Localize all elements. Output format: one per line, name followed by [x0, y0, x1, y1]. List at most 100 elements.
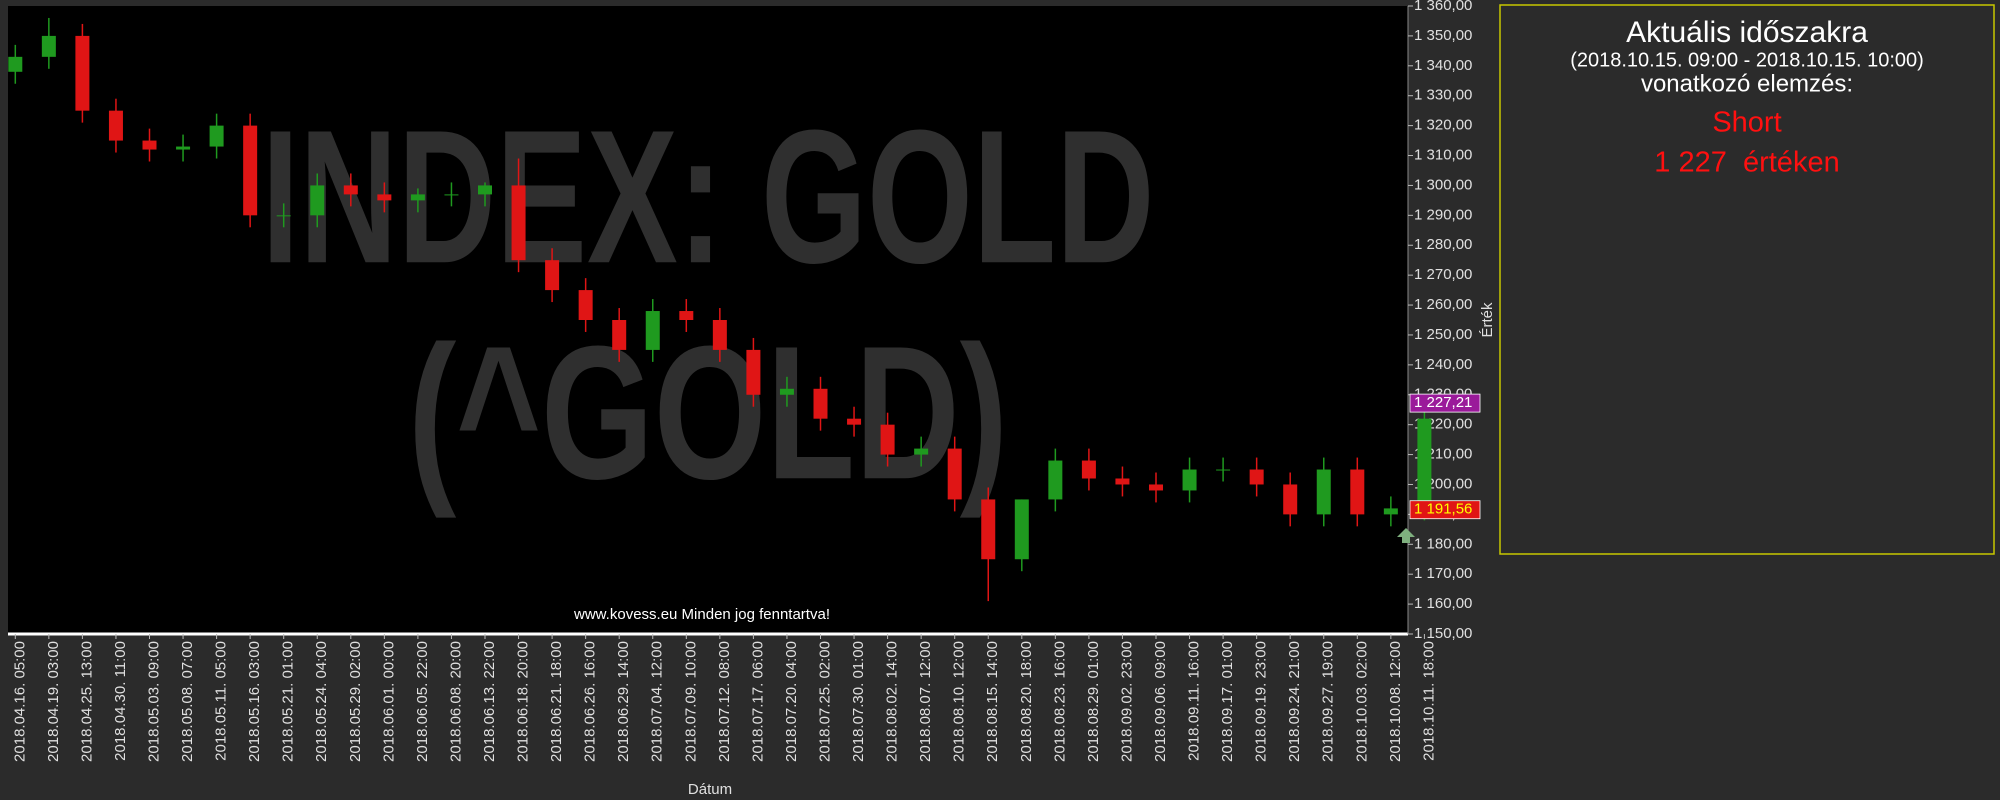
- x-tick-label: 2018.08.23. 16:00: [1051, 641, 1068, 762]
- x-tick-label: 2018.05.21. 01:00: [280, 641, 297, 762]
- candle-body: [243, 125, 258, 216]
- candle-body: [1283, 484, 1298, 515]
- copyright: www.kovess.eu Minden jog fenntartva!: [573, 606, 830, 623]
- candle-body: [511, 185, 526, 261]
- x-tick-label: 2018.05.03. 09:00: [145, 641, 162, 762]
- x-tick-label: 2018.07.04. 12:00: [649, 641, 666, 762]
- x-tick-label: 2018.05.11. 05:00: [213, 641, 230, 761]
- candle-body: [75, 35, 90, 111]
- y-tick-label: 1 150,00: [1414, 625, 1472, 642]
- candle-body: [1014, 499, 1029, 560]
- x-tick-label: 2018.05.29. 02:00: [347, 641, 364, 762]
- candle-body: [1149, 484, 1163, 491]
- price-tag: [1409, 500, 1481, 520]
- candle-body: [1316, 469, 1331, 515]
- panel-signal: Short: [1712, 107, 1781, 139]
- y-tick-label: 1 250,00: [1414, 326, 1472, 343]
- x-tick-label: 2018.10.08. 12:00: [1387, 641, 1404, 762]
- candle-body: [545, 260, 560, 291]
- candle-body: [746, 349, 761, 395]
- x-tick-label: 2018.07.30. 01:00: [850, 641, 867, 762]
- price-tag: [1409, 393, 1481, 413]
- candle-body: [444, 194, 459, 196]
- x-tick-label: 2018.07.09. 10:00: [682, 641, 699, 762]
- candle-body: [377, 194, 392, 201]
- x-tick-label: 2018.08.15. 14:00: [984, 641, 1001, 762]
- x-tick-label: 2018.06.13. 22:00: [481, 641, 498, 762]
- y-tick-label: 1 280,00: [1414, 236, 1472, 253]
- candle-body: [1383, 508, 1398, 515]
- x-tick-label: 2018.08.07. 12:00: [917, 641, 934, 762]
- y-tick-label: 1 290,00: [1414, 206, 1472, 223]
- y-tick-label: 1 320,00: [1414, 117, 1472, 134]
- y-tick-label: 1 300,00: [1414, 176, 1472, 193]
- candle-body: [8, 56, 23, 72]
- x-tick-label: 2018.09.02. 23:00: [1118, 641, 1135, 762]
- candle-body: [1182, 469, 1197, 491]
- x-tick-label: 2018.04.16. 05:00: [11, 641, 28, 762]
- candle-body: [612, 320, 627, 350]
- candle-body: [645, 311, 660, 350]
- candle-body: [1350, 469, 1365, 515]
- y-tick-label: 1 160,00: [1414, 595, 1472, 612]
- candle-body: [478, 185, 492, 195]
- x-axis-label: Dátum: [688, 781, 732, 798]
- plot-area: [8, 6, 1408, 634]
- candle-body: [1081, 460, 1096, 479]
- panel-frame: [1499, 4, 1995, 555]
- x-tick-label: 2018.09.27. 19:00: [1320, 641, 1337, 762]
- x-tick-label: 2018.06.26. 16:00: [582, 641, 599, 762]
- x-tick-label: 2018.07.25. 02:00: [816, 641, 833, 762]
- x-tick-label: 2018.05.24. 04:00: [313, 641, 330, 762]
- price-tag-label: 1 227,21: [1414, 394, 1472, 411]
- x-tick-label: 2018.06.05. 22:00: [414, 641, 431, 762]
- candle-body: [41, 35, 56, 57]
- x-tick-label: 2018.05.16. 03:00: [246, 641, 263, 762]
- x-tick-label: 2018.07.12. 08:00: [716, 641, 733, 762]
- candle-body: [142, 140, 157, 150]
- y-tick-label: 1 330,00: [1414, 87, 1472, 104]
- x-tick-label: 2018.07.20. 04:00: [783, 641, 800, 762]
- x-tick-label: 2018.06.01. 00:00: [380, 641, 397, 762]
- panel-level: 1 227 értéken: [1654, 147, 1839, 179]
- y-tick-label: 1 310,00: [1414, 146, 1472, 163]
- price-tag-label: 1 191,56: [1414, 501, 1472, 518]
- watermark: (^GOLD): [408, 307, 1008, 519]
- x-tick-label: 2018.06.18. 20:00: [515, 641, 532, 762]
- candle-body: [914, 448, 929, 455]
- candle-body: [176, 146, 191, 150]
- y-tick-label: 1 360,00: [1414, 0, 1472, 14]
- x-tick-label: 2018.06.21. 18:00: [548, 641, 565, 762]
- x-tick-label: 2018.08.20. 18:00: [1018, 641, 1035, 762]
- x-tick-label: 2018.08.10. 12:00: [951, 641, 968, 762]
- x-tick-label: 2018.10.11. 18:00: [1420, 641, 1437, 761]
- x-tick-label: 2018.06.29. 14:00: [615, 641, 632, 762]
- candle-body: [779, 388, 794, 395]
- candle-body: [880, 424, 895, 455]
- candle-body: [712, 320, 727, 350]
- signal-arrow: [1397, 528, 1415, 543]
- candle-body: [813, 388, 828, 419]
- candle-body: [1216, 469, 1231, 471]
- candle-body: [1417, 418, 1432, 509]
- y-axis-label: Érték: [1479, 302, 1496, 338]
- x-tick-label: 2018.09.06. 09:00: [1152, 641, 1169, 762]
- candle-body: [981, 499, 996, 560]
- y-tick-label: 1 340,00: [1414, 57, 1472, 74]
- panel-period: (2018.10.15. 09:00 - 2018.10.15. 10:00): [1570, 49, 1924, 71]
- y-tick-label: 1 180,00: [1414, 535, 1472, 552]
- y-tick-label: 1 350,00: [1414, 27, 1472, 44]
- watermark: INDEX: GOLD: [262, 91, 1155, 303]
- candle-body: [108, 110, 123, 141]
- x-tick-label: 2018.04.30. 11:00: [112, 641, 129, 761]
- x-tick-label: 2018.09.19. 23:00: [1253, 641, 1270, 762]
- x-tick-label: 2018.08.02. 14:00: [884, 641, 901, 762]
- candle-body: [343, 185, 358, 195]
- candle-body: [1115, 478, 1130, 485]
- x-tick-label: 2018.09.24. 21:00: [1286, 641, 1303, 762]
- panel-title: Aktuális időszakra: [1626, 16, 1868, 49]
- candle-body: [310, 185, 325, 216]
- candle-body: [947, 448, 962, 500]
- candle-body: [1249, 469, 1264, 485]
